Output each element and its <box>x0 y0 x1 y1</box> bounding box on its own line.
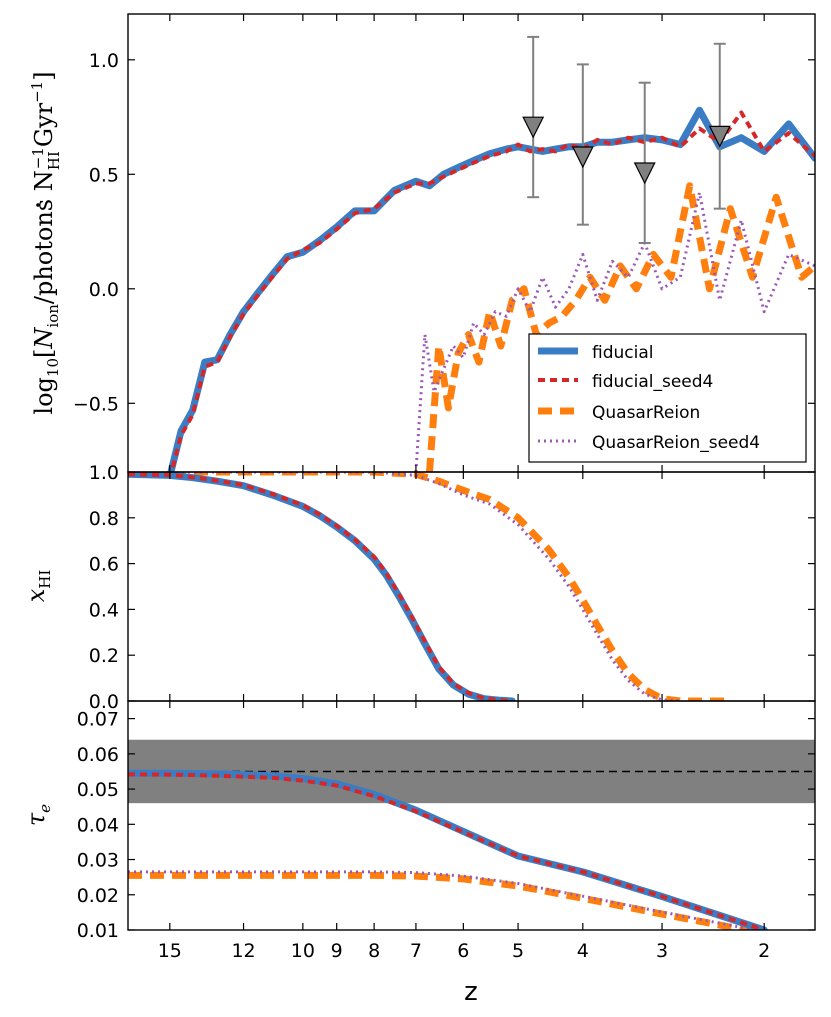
middle-panel-frame <box>127 471 816 702</box>
y-tick-label: 0.0 <box>89 691 119 713</box>
bottom-panel-frame <box>127 700 816 931</box>
series-quasarreion-panel-1 <box>426 182 815 472</box>
x-tick-label: 8 <box>368 940 380 962</box>
observation-triangle-marker <box>522 116 545 139</box>
y-tick-label: 0.04 <box>77 814 119 836</box>
middle-panel-series <box>128 472 731 701</box>
bottom-panel-series <box>128 769 768 930</box>
bottom-y-axis-label: τe <box>22 804 54 826</box>
legend: fiducial fiducial_seed4 QuasarReion Quas… <box>528 333 807 463</box>
y-tick-label: 0.07 <box>77 709 119 731</box>
x-tick-label: 3 <box>656 940 668 962</box>
y-tick-label: 0.01 <box>77 920 119 942</box>
n-dot-accent <box>36 203 40 207</box>
y-tick-label: 0.0 <box>89 279 119 301</box>
x-axis-label: z <box>464 977 478 1007</box>
y-tick-label: 0.5 <box>89 164 119 186</box>
series-fiducial-panel-2 <box>128 472 516 701</box>
y-tick-label: 0.8 <box>89 508 119 530</box>
series-fiducial-panel-1 <box>167 106 815 472</box>
top-y-axis-label: log10[Nion/photons NHI−1Gyr−1] <box>28 71 63 414</box>
middle-y-axis-label: xHI <box>22 570 54 603</box>
top-panel-series <box>167 106 815 472</box>
x-tick-label: 2 <box>758 940 770 962</box>
observation-triangle-marker <box>633 162 656 185</box>
observation-markers <box>522 35 731 244</box>
y-tick-label: 0.03 <box>77 850 119 872</box>
x-tick-label: 5 <box>512 940 524 962</box>
y-tick-label: 0.4 <box>89 599 119 621</box>
series-quasarreion-seed4-panel-3 <box>128 870 763 930</box>
series-fiducial-seed4-panel-1 <box>169 110 815 472</box>
x-tick-label: 7 <box>410 940 422 962</box>
legend-label-quasarreion-seed4: QuasarReion_seed4 <box>592 433 760 453</box>
y-tick-label: 0.02 <box>77 885 119 907</box>
observation-triangle-marker <box>708 125 731 148</box>
legend-label-fiducial-seed4: fiducial_seed4 <box>592 372 713 392</box>
x-tick-label: 4 <box>577 940 589 962</box>
y-tick-label: 1.0 <box>89 462 119 484</box>
legend-label-quasarreion: QuasarReion <box>592 403 700 423</box>
x-tick-label: 10 <box>291 940 315 962</box>
series-quasarreion-panel-2 <box>128 472 731 701</box>
y-tick-label: 0.06 <box>77 744 119 766</box>
x-tick-label: 12 <box>231 940 255 962</box>
y-tick-label: −0.5 <box>73 393 119 415</box>
axis-ticks: −0.5 0.0 0.5 1.0 0.0 0.2 0.4 0.6 0.8 1.0 0.01 0.02 0… <box>73 14 815 962</box>
series-quasarreion-seed4-panel-1 <box>414 191 815 472</box>
x-tick-label: 15 <box>158 940 182 962</box>
y-tick-label: 0.2 <box>89 645 119 667</box>
series-quasarreion-panel-3 <box>128 871 765 930</box>
legend-label-fiducial: fiducial <box>592 343 653 363</box>
y-tick-label: 0.05 <box>77 779 119 801</box>
series-fiducial-seed4-panel-3 <box>128 772 765 930</box>
x-tick-label: 9 <box>331 940 343 962</box>
series-fiducial-seed4-panel-2 <box>128 472 513 701</box>
x-tick-label: 6 <box>457 940 469 962</box>
series-quasarreion-seed4-panel-2 <box>128 472 681 701</box>
y-tick-label: 0.6 <box>89 554 119 576</box>
observation-triangle-marker <box>571 146 594 169</box>
y-tick-label: 1.0 <box>89 50 119 72</box>
